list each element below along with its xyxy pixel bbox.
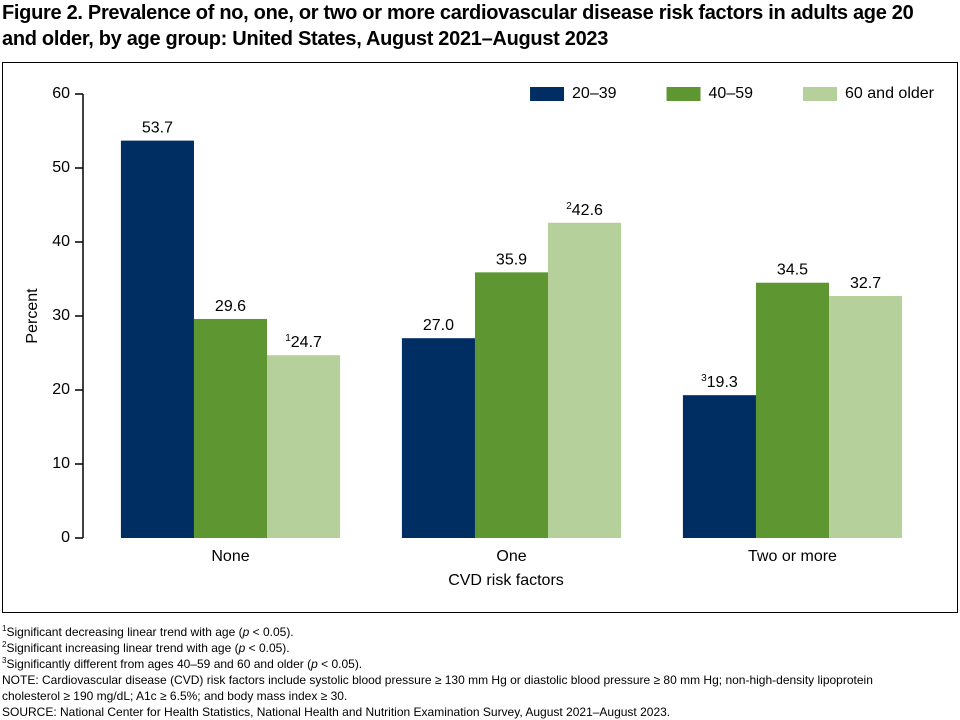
legend-label: 60 and older	[845, 85, 935, 102]
bar	[829, 296, 903, 538]
legend-swatch	[803, 87, 838, 101]
value-label: 242.6	[566, 200, 603, 219]
bar	[474, 272, 549, 538]
value-label-text: 24.7	[291, 334, 322, 351]
legend-swatch	[530, 87, 565, 101]
y-tick-label: 20	[52, 381, 70, 398]
value-label-text: 27.0	[423, 317, 454, 334]
y-tick-label: 50	[52, 159, 70, 176]
footnote-italic: p	[311, 657, 318, 671]
value-label: 32.7	[850, 275, 881, 292]
bar	[120, 140, 194, 538]
y-tick-label: 10	[52, 455, 70, 472]
bar	[755, 282, 830, 538]
bar	[193, 318, 268, 538]
value-label-text: 42.6	[572, 202, 603, 219]
value-label: 53.7	[142, 120, 173, 137]
footnote-text: < 0.05).	[317, 657, 363, 671]
y-tick-label: 40	[52, 233, 70, 250]
bar	[548, 222, 622, 538]
value-label: 124.7	[285, 333, 322, 352]
y-tick-label: 0	[61, 529, 70, 546]
bar	[267, 355, 341, 538]
footnote: 3Significantly different from ages 40–59…	[2, 656, 912, 672]
value-label: 29.6	[215, 298, 246, 315]
footnote-italic: p	[238, 641, 246, 655]
source: SOURCE: National Center for Health Stati…	[2, 705, 671, 719]
x-tick-label: One	[496, 548, 526, 565]
value-label-text: 29.6	[215, 298, 246, 315]
value-label: 35.9	[496, 252, 527, 269]
bar	[401, 338, 475, 538]
x-tick-label: Two or more	[748, 548, 837, 565]
y-axis-label: Percent	[24, 288, 41, 344]
footnote-text: < 0.05).	[249, 625, 294, 639]
value-label: 319.3	[701, 373, 738, 392]
legend-label: 40–59	[709, 85, 754, 102]
value-label-text: 19.3	[707, 374, 738, 391]
chart-frame	[2, 62, 958, 613]
footnote-mark: 3	[701, 373, 707, 384]
footnote: 2Significant increasing linear trend wit…	[2, 640, 912, 656]
chart-title: Figure 2. Prevalence of no, one, or two …	[2, 2, 914, 50]
x-tick-label: None	[211, 548, 249, 565]
footnote-mark: 2	[566, 200, 572, 211]
value-label-text: 53.7	[142, 120, 173, 137]
value-label-text: 32.7	[850, 275, 881, 292]
footnote-italic: p	[242, 625, 250, 639]
footnote-text: < 0.05).	[245, 641, 290, 655]
y-tick-label: 30	[52, 307, 70, 324]
footnote-mark: 2	[2, 640, 7, 649]
notes: 1Significant decreasing linear trend wit…	[2, 624, 912, 720]
bar	[682, 395, 756, 538]
chart: Percent CVD risk factors 0 10 20 30 40 50 60 No…	[2, 62, 958, 613]
legend-swatch	[666, 87, 701, 101]
value-label: 34.5	[777, 262, 808, 279]
footnote-mark: 3	[2, 656, 7, 665]
footnote-text: Significant increasing linear trend with…	[6, 641, 239, 655]
x-axis-label: CVD risk factors	[448, 572, 564, 589]
footnote-mark: 1	[285, 333, 291, 344]
note: NOTE: Cardiovascular disease (CVD) risk …	[2, 673, 873, 703]
footnote: 1Significant decreasing linear trend wit…	[2, 624, 912, 640]
value-label: 27.0	[423, 317, 454, 334]
value-label-text: 34.5	[777, 262, 808, 279]
value-label-text: 35.9	[496, 252, 527, 269]
legend-label: 20–39	[572, 85, 617, 102]
footnote-text: Significantly different from ages 40–59 …	[6, 657, 312, 671]
y-tick-label: 60	[52, 85, 70, 102]
footnote-text: Significant decreasing linear trend with…	[6, 625, 243, 639]
footnote-mark: 1	[2, 624, 7, 633]
